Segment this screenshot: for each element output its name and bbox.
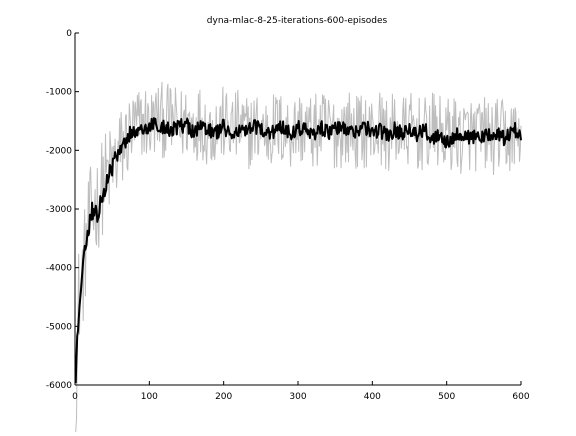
series-smoothed-line [76,118,521,383]
x-tick-label: 400 [364,392,381,402]
y-tick-label: -2000 [46,146,72,156]
y-tick-label: -5000 [46,322,72,332]
x-tick-label: 500 [438,392,455,402]
x-tick-label: 100 [141,392,158,402]
chart-title: dyna-mlac-8-25-iterations-600-episodes [207,16,388,26]
x-tick-label: 200 [215,392,232,402]
y-tick-label: -3000 [46,205,72,215]
x-tick-label: 300 [289,392,306,402]
y-tick-label: -4000 [46,264,72,274]
y-tick-label: -1000 [46,88,72,98]
x-tick-label: 0 [72,392,78,402]
x-tick-label: 600 [512,392,529,402]
y-tick-label: -6000 [46,381,72,391]
y-tick-label: 0 [66,29,72,39]
